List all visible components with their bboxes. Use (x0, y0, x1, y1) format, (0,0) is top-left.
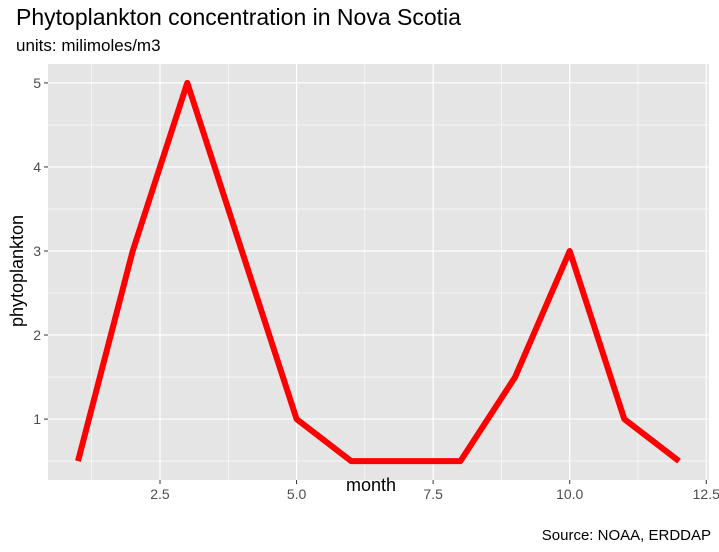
y-tick-label: 4 (33, 159, 41, 175)
x-tick-label: 7.5 (423, 486, 443, 502)
plot-panel (48, 64, 709, 480)
chart-subtitle: units: milimoles/m3 (16, 36, 161, 55)
y-tick-label: 5 (33, 75, 41, 91)
y-tick-label: 1 (33, 411, 41, 427)
phytoplankton-series-line (75, 79, 681, 465)
x-tick-label: 10.0 (556, 486, 583, 502)
x-tick-label: 5.0 (287, 486, 307, 502)
x-tick-label: 2.5 (150, 486, 170, 502)
y-tick-label: 3 (33, 243, 41, 259)
chart-title: Phytoplankton concentration in Nova Scot… (16, 4, 461, 30)
chart-caption: Source: NOAA, ERDDAP (541, 527, 711, 544)
x-axis-ticks: 2.5 5.0 7.5 10.0 12.5 (150, 480, 719, 502)
x-tick-label: 12.5 (693, 486, 719, 502)
y-tick-label: 2 (33, 327, 41, 343)
x-axis-title: month (346, 475, 396, 495)
y-axis-title: phytoplankton (7, 215, 27, 327)
y-axis-ticks: 1 2 3 4 5 (33, 75, 48, 427)
